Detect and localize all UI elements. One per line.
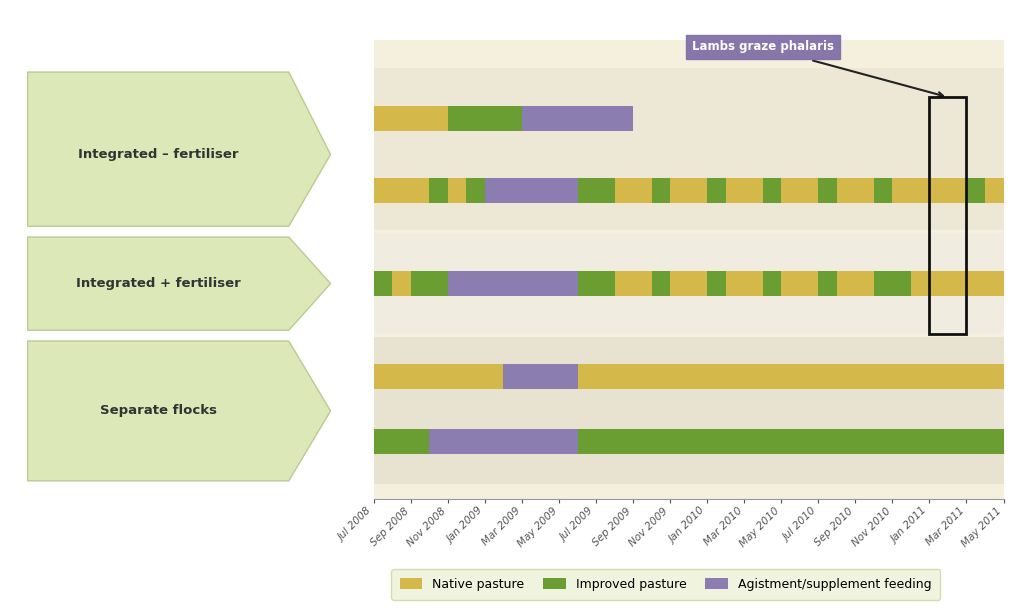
Bar — [429, 178, 447, 203]
Bar — [522, 106, 633, 131]
Bar — [651, 178, 670, 203]
Bar — [447, 271, 578, 296]
Bar — [873, 271, 911, 296]
Bar — [763, 271, 781, 296]
Bar — [670, 271, 708, 296]
Bar — [930, 97, 967, 334]
Bar — [837, 271, 873, 296]
Bar — [1004, 178, 1022, 203]
Bar — [985, 178, 1004, 203]
Bar — [429, 429, 578, 454]
Bar — [708, 178, 726, 203]
Text: Wethers: Wethers — [230, 112, 280, 125]
Legend: Native pasture, Improved pasture, Agistment/supplement feeding: Native pasture, Improved pasture, Agistm… — [391, 569, 940, 600]
Bar — [781, 178, 818, 203]
Text: Ewes: Ewes — [249, 184, 280, 197]
Text: Integrated – fertiliser: Integrated – fertiliser — [78, 148, 239, 161]
Bar — [651, 271, 670, 296]
Bar — [892, 178, 930, 203]
Bar — [466, 178, 485, 203]
Bar — [374, 337, 1004, 485]
Bar — [374, 429, 429, 454]
Bar — [485, 178, 578, 203]
Bar — [837, 178, 873, 203]
Bar — [578, 271, 614, 296]
Bar — [614, 178, 651, 203]
Bar — [374, 364, 504, 389]
Bar — [392, 271, 411, 296]
Bar — [1004, 271, 1022, 296]
Polygon shape — [28, 72, 331, 226]
Bar — [781, 271, 818, 296]
Bar — [726, 178, 763, 203]
Text: Integrated + fertiliser: Integrated + fertiliser — [76, 277, 241, 290]
Bar — [504, 364, 578, 389]
Polygon shape — [28, 341, 331, 481]
Bar — [447, 178, 466, 203]
Bar — [873, 178, 892, 203]
Bar — [374, 106, 447, 131]
Bar — [670, 178, 708, 203]
Bar — [930, 178, 967, 203]
Bar — [911, 271, 930, 296]
Text: Separate flocks: Separate flocks — [99, 405, 217, 417]
Bar — [447, 106, 522, 131]
Text: Lambs graze phalaris: Lambs graze phalaris — [692, 40, 943, 97]
Text: Wethers: Wethers — [230, 370, 280, 383]
Bar — [374, 178, 429, 203]
Bar — [374, 271, 392, 296]
Bar — [708, 271, 726, 296]
Bar — [818, 178, 837, 203]
Polygon shape — [28, 237, 331, 330]
Bar — [578, 178, 614, 203]
Bar — [411, 271, 447, 296]
Bar — [763, 178, 781, 203]
Bar — [374, 69, 1004, 230]
Bar — [614, 271, 651, 296]
Bar — [967, 271, 1004, 296]
Text: Ewes: Ewes — [249, 435, 280, 448]
Bar — [374, 233, 1004, 334]
Bar — [930, 271, 967, 296]
Bar — [967, 178, 985, 203]
Bar — [578, 364, 1022, 389]
Text: Ewes: Ewes — [249, 277, 280, 290]
Bar — [726, 271, 763, 296]
Bar — [818, 271, 837, 296]
Bar — [578, 429, 1022, 454]
